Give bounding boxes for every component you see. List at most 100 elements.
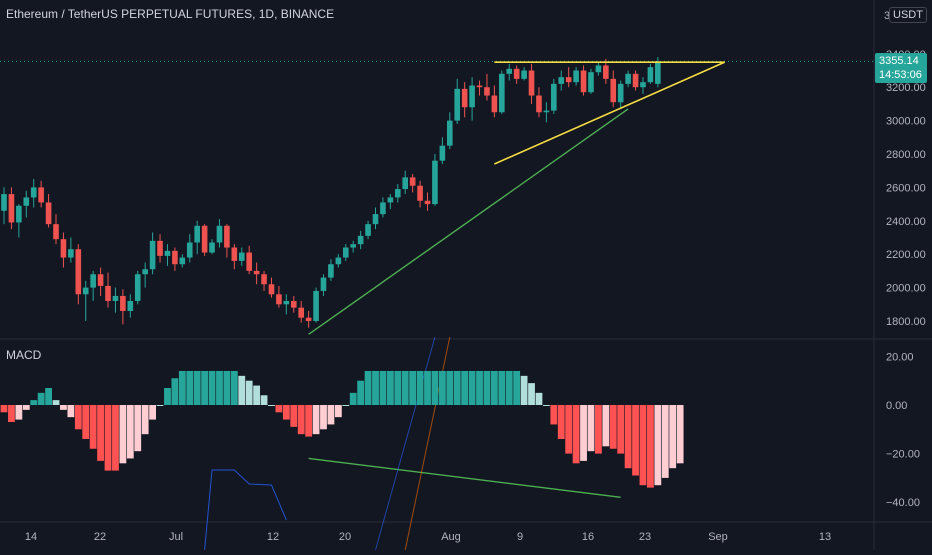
candle-down <box>484 73 490 101</box>
candle-body <box>335 257 342 265</box>
candle-body <box>469 85 475 108</box>
candle-down <box>424 192 431 211</box>
candle-body <box>127 300 134 311</box>
candle-down <box>417 180 423 208</box>
macd-histogram-bar <box>119 405 127 464</box>
macd-histogram-bar <box>587 405 595 452</box>
candle-down <box>157 234 163 263</box>
candle-body <box>8 194 15 223</box>
macd-histogram-bar <box>149 405 156 420</box>
candle-body <box>573 70 579 83</box>
candle-body <box>617 83 624 103</box>
macd-histogram-bar <box>461 370 469 405</box>
candle-body <box>179 257 186 265</box>
candle-body <box>409 177 416 186</box>
macd-histogram-bar <box>520 375 528 405</box>
macd-tick-label: −40.00 <box>886 497 920 509</box>
candle-body <box>328 264 334 278</box>
price-tick-label: 2400.00 <box>886 216 926 228</box>
currency-badge[interactable]: USDT <box>889 7 927 23</box>
macd-histogram-bar <box>230 370 238 405</box>
candle-body <box>603 65 609 79</box>
macd-label: MACD <box>6 348 42 362</box>
macd-histogram-bar <box>647 405 654 488</box>
candle-body <box>194 225 200 243</box>
triangle-support-line <box>494 61 726 165</box>
candle-body <box>238 252 245 261</box>
time-tick-label: Aug <box>441 531 461 543</box>
macd-histogram-bar <box>424 370 431 405</box>
candle-up <box>543 102 550 123</box>
candle-body <box>45 202 52 225</box>
candle-body <box>320 277 327 291</box>
time-tick-label: 22 <box>94 531 106 543</box>
candle-down <box>536 87 542 118</box>
time-tick-label: 14 <box>25 531 37 543</box>
candle-down <box>565 67 572 88</box>
candle-body <box>97 274 104 286</box>
macd-histogram-bar <box>661 405 669 478</box>
candle-up <box>499 70 505 114</box>
macd-histogram-bar <box>141 405 149 435</box>
candle-up <box>82 280 89 321</box>
candle-up <box>16 204 22 238</box>
candle-down <box>45 194 52 228</box>
time-tick-label: 9 <box>517 531 523 543</box>
macd-histogram-bar <box>505 370 513 405</box>
macd-histogram-bar <box>134 405 142 452</box>
macd-histogram-bar <box>164 387 171 405</box>
candle-body <box>268 284 275 295</box>
macd-tick-label: −20.00 <box>886 449 920 461</box>
candle-body <box>186 242 193 258</box>
macd-histogram-bar <box>171 378 179 405</box>
candle-body <box>253 270 260 275</box>
candle-body <box>172 250 178 265</box>
candle-up <box>90 270 96 301</box>
macd-histogram-bar <box>490 370 498 405</box>
price-tick-label: 3000.00 <box>886 116 926 128</box>
candle-up <box>357 230 364 250</box>
macd-histogram-bar <box>438 370 446 405</box>
candle-up <box>328 259 334 281</box>
candle-body <box>290 300 297 308</box>
candle-up <box>342 244 349 261</box>
candle-down <box>201 224 208 256</box>
candle-down <box>224 224 230 258</box>
macd-histogram-bar <box>97 405 104 461</box>
macd-histogram-bar <box>30 400 38 405</box>
candle-body <box>164 250 171 256</box>
candle-body <box>595 65 602 73</box>
candle-up <box>588 68 594 94</box>
candles-layer <box>1 57 661 328</box>
candle-down <box>8 187 15 230</box>
candle-down <box>231 244 238 270</box>
candle-body <box>90 274 96 288</box>
candle-body <box>394 189 401 198</box>
candle-body <box>551 83 557 111</box>
candle-body <box>476 85 483 88</box>
macd-histogram-bar <box>201 370 209 405</box>
candle-down <box>97 267 104 296</box>
candle-body <box>625 73 631 84</box>
macd-tick-label: 0.00 <box>886 400 907 412</box>
macd-histogram-bar <box>416 370 424 405</box>
candle-body <box>565 77 572 83</box>
current-price-tag: 3355.14 14:53:06 <box>875 53 927 83</box>
candle-body <box>439 145 446 161</box>
candle-up <box>350 240 357 253</box>
macd-histogram-bar <box>253 385 261 405</box>
candle-down <box>298 300 304 323</box>
candle-up <box>186 234 193 263</box>
candle-body <box>201 225 208 253</box>
macd-histogram-bar <box>513 370 521 405</box>
macd-histogram-bar <box>186 370 194 405</box>
macd-histogram-bar <box>453 370 461 405</box>
candle-up <box>194 220 200 255</box>
candle-up <box>127 294 134 318</box>
macd-histogram-bar <box>565 405 573 454</box>
candle-down <box>632 70 639 91</box>
candle-up <box>30 179 37 208</box>
candle-up <box>558 70 565 91</box>
